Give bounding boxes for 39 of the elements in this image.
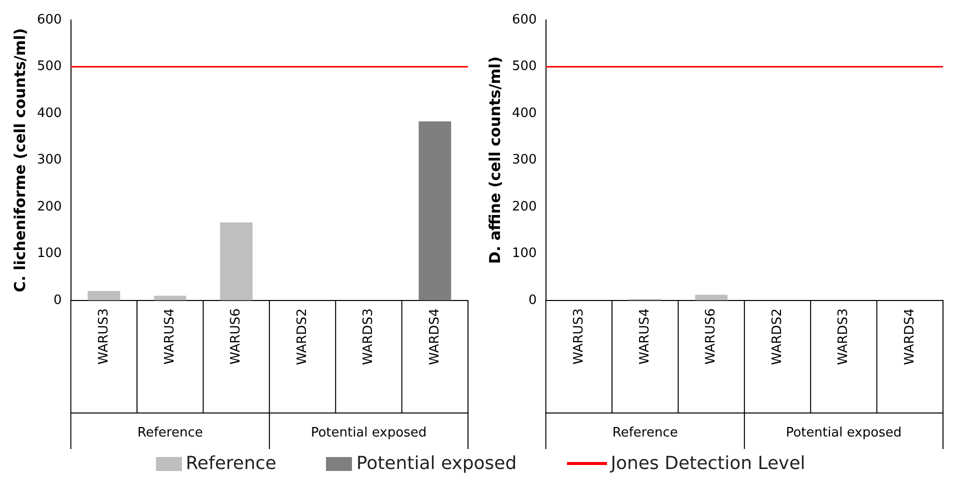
- y-tick-label: 400: [512, 106, 537, 121]
- x-tick-label: WARDS2: [770, 308, 785, 366]
- x-tick-label: WARUS4: [162, 308, 178, 365]
- x-tick-label: WARUS6: [228, 308, 244, 365]
- y-tick-label: 300: [512, 152, 537, 168]
- legend-label: Reference: [186, 453, 276, 474]
- x-tick-label: WARDS4: [427, 308, 442, 366]
- y-tick-label: 300: [36, 152, 62, 168]
- y-tick-label: 500: [512, 59, 537, 74]
- bar: [220, 222, 253, 300]
- y-tick-label: 100: [36, 246, 62, 262]
- y-tick-label: 600: [36, 12, 62, 28]
- y-tick-label: 0: [528, 292, 537, 308]
- bar: [418, 121, 452, 300]
- x-tick-label: WARDS3: [836, 308, 852, 366]
- legend-label: Jones Detection Level: [610, 453, 806, 474]
- x-tick-label: WARDS2: [294, 308, 310, 366]
- x-tick-label: WARUS3: [96, 308, 112, 365]
- y-tick-label: 500: [36, 59, 62, 74]
- y-tick-label: 600: [512, 12, 537, 28]
- bar: [88, 291, 120, 300]
- x-tick-label: WARDS4: [902, 308, 918, 366]
- legend-label: Potential exposed: [356, 453, 517, 474]
- y-axis-title: D. affine (cell counts/ml): [486, 56, 504, 264]
- x-tick-label: WARUS4: [637, 308, 652, 365]
- text: Reference: [137, 425, 203, 440]
- text: Reference: [612, 425, 678, 440]
- y-tick-label: 200: [36, 199, 62, 214]
- x-tick-label: WARDS3: [361, 308, 376, 366]
- y-tick-label: 100: [512, 246, 537, 262]
- y-axis-title: C. licheniforme (cell counts/ml): [10, 28, 29, 292]
- x-tick-label: WARUS6: [704, 308, 719, 365]
- x-tick-label: WARUS3: [571, 308, 586, 365]
- y-tick-label: 200: [512, 199, 537, 214]
- text: Potential exposed: [310, 425, 427, 440]
- text: Potential exposed: [786, 425, 902, 440]
- y-tick-label: 400: [36, 106, 62, 121]
- y-tick-label: 0: [54, 292, 62, 308]
- bar: [154, 296, 186, 300]
